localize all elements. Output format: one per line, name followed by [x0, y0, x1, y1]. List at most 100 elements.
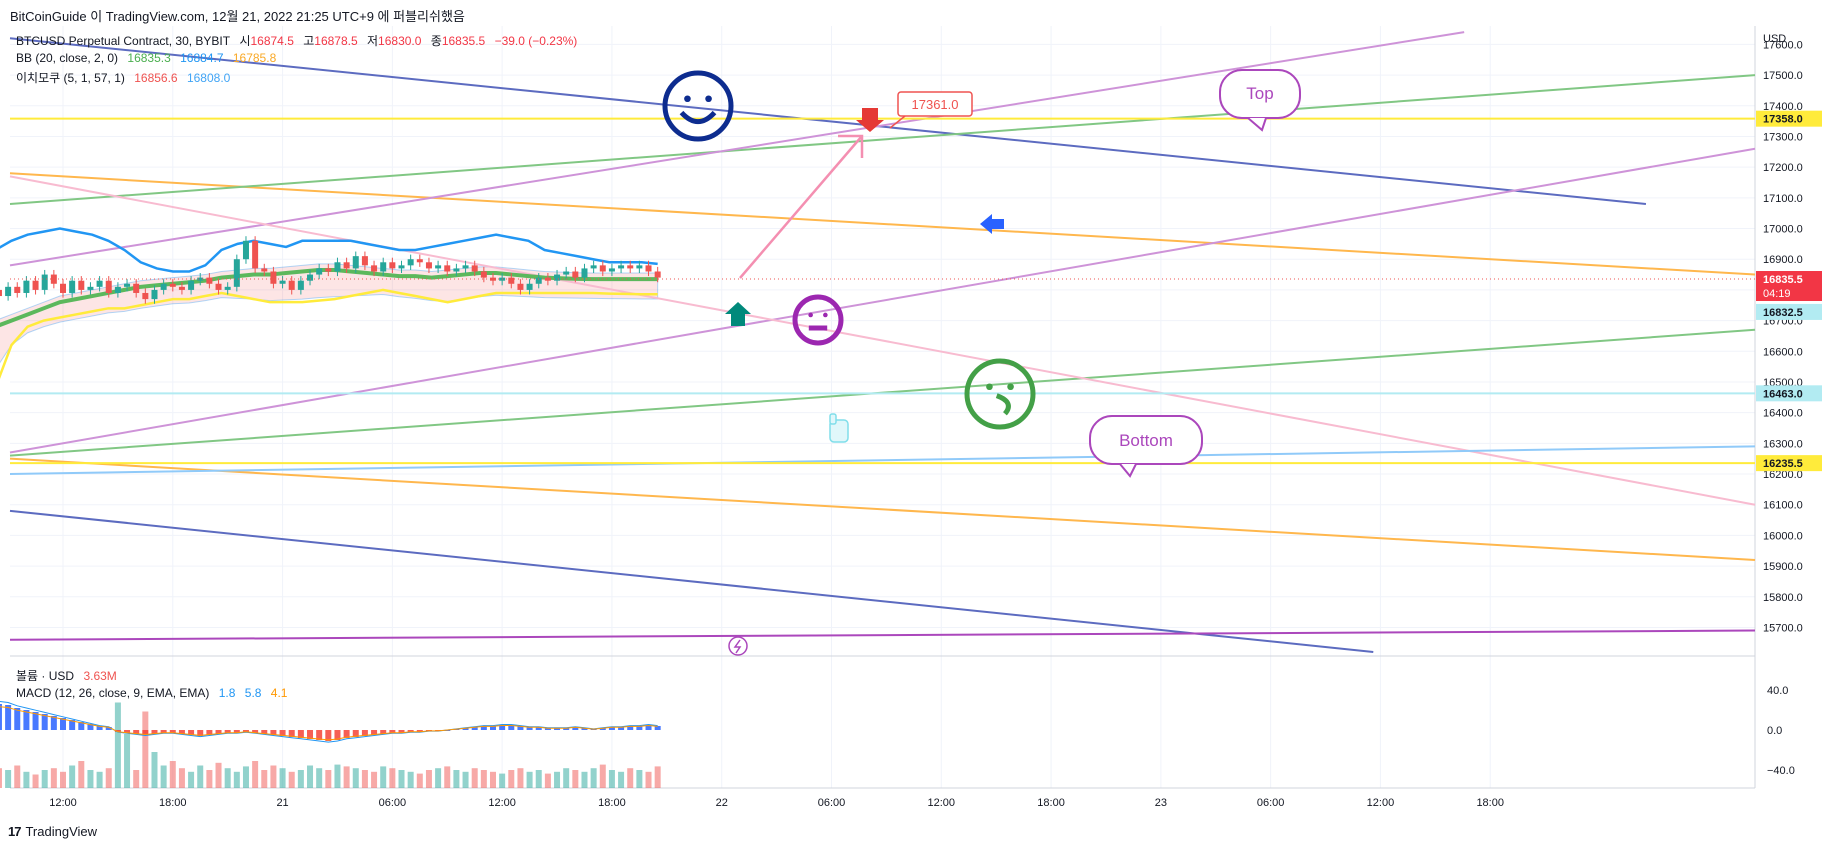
- neutral-face-icon-eye: [808, 312, 813, 318]
- candle-body: [489, 277, 496, 281]
- macd-histogram-bar: [297, 730, 304, 738]
- neutral-face-icon: [792, 294, 844, 346]
- time-tick-label: 12:00: [1367, 797, 1395, 809]
- macd-histogram-bar: [270, 730, 277, 735]
- symbol-label: BTCUSD Perpetual Contract, 30, BYBIT: [16, 34, 231, 48]
- trendline: [9, 629, 1756, 641]
- macd-histogram-bar: [618, 727, 625, 730]
- trendline: [9, 37, 1647, 205]
- volume-bar: [325, 770, 332, 788]
- volume-bar: [233, 771, 240, 788]
- volume-bar: [316, 768, 323, 788]
- macd-histogram-bar: [142, 730, 149, 735]
- macd-histogram-bar: [105, 727, 112, 730]
- macd-histogram-bar: [627, 726, 634, 730]
- macd-histogram-bar: [279, 730, 286, 736]
- candle-body: [105, 280, 112, 293]
- trendline: [9, 445, 1756, 476]
- close-value: 16835.5: [441, 34, 486, 48]
- price-tag-16235-bg: [1756, 455, 1822, 472]
- volume-bar: [307, 765, 314, 788]
- candle-body: [14, 286, 21, 293]
- macd-line: [0, 701, 658, 743]
- candle-body: [124, 283, 131, 287]
- volume-bar: [581, 771, 588, 788]
- price-tick-label: 16200.0: [1763, 469, 1803, 481]
- confused-face-icon-eye: [1007, 383, 1014, 391]
- macd-histogram-bar: [371, 730, 378, 735]
- price-tick-label: 16000.0: [1763, 530, 1803, 542]
- bottom-callout-bubble: [1089, 415, 1203, 465]
- candle-body: [224, 286, 231, 290]
- candle-body: [480, 271, 487, 278]
- macd-histogram-bar: [261, 730, 268, 734]
- candle-body: [23, 280, 30, 293]
- happy-face-icon-eye: [684, 95, 691, 103]
- price-tag-16235: 16235.5: [1763, 458, 1803, 470]
- volume-bar: [590, 768, 597, 788]
- candle-body: [96, 280, 103, 287]
- time-tick-label: 22: [716, 797, 728, 809]
- candle-body: [169, 283, 176, 287]
- candle-body: [544, 277, 551, 281]
- trendline: [9, 175, 1756, 506]
- candle-body: [371, 265, 378, 272]
- volume-bar: [499, 773, 506, 788]
- price-tick-label: 17200.0: [1763, 162, 1803, 174]
- candle-body: [142, 292, 149, 300]
- candle-body: [252, 240, 259, 269]
- macd-histogram-bar: [288, 730, 295, 737]
- macd-histogram-bar: [96, 726, 103, 730]
- volume-bar: [279, 768, 286, 788]
- time-tick-label: 18:00: [1476, 797, 1504, 809]
- macd-histogram-bar: [5, 705, 12, 730]
- bollinger-bands: [0, 227, 658, 380]
- countdown-tag: 04:19: [1763, 288, 1791, 300]
- candle-body: [343, 262, 350, 269]
- volume-bar: [151, 752, 158, 788]
- candle-body: [425, 262, 432, 269]
- price-tick-label: 17100.0: [1763, 193, 1803, 205]
- macd-histogram-bar: [489, 726, 496, 730]
- volume-bar: [380, 766, 387, 788]
- macd-histogram-bar: [599, 728, 606, 730]
- macd-tick-label: 40.0: [1767, 685, 1788, 697]
- volume-bar: [178, 768, 185, 788]
- macd-histogram-bar: [535, 727, 542, 730]
- candle-body: [398, 265, 405, 269]
- candle-body: [453, 268, 460, 272]
- trendline: [9, 172, 1756, 276]
- time-tick-label: 06:00: [1257, 797, 1285, 809]
- volume-bar: [654, 766, 661, 788]
- macd-histogram-bar: [526, 727, 533, 730]
- candle-body: [5, 286, 12, 297]
- volume-bar: [252, 761, 259, 788]
- neutral-face-icon-eye: [823, 312, 828, 318]
- candle-body: [361, 256, 368, 266]
- macd-histogram-bar: [151, 730, 158, 734]
- candle-body: [654, 271, 661, 278]
- time-tick-label: 18:00: [598, 797, 626, 809]
- candle-body: [60, 283, 66, 293]
- volume-bar: [608, 770, 615, 788]
- macd-histogram-bar: [334, 730, 341, 740]
- bottom-label: Bottom: [1119, 431, 1173, 450]
- volume-bar: [23, 771, 30, 788]
- volume-bar: [535, 770, 542, 788]
- macd-histogram-bar: [23, 710, 30, 730]
- candle-body: [444, 265, 451, 272]
- price-tag-17358-bg: [1756, 110, 1822, 127]
- macd-histogram-bar: [462, 728, 469, 730]
- macd-histogram-bar: [50, 716, 57, 730]
- tradingview-logo[interactable]: 17 TradingView: [8, 824, 98, 839]
- macd-histogram-bar: [645, 725, 652, 730]
- volume-bar: [215, 762, 222, 788]
- volume-bar: [618, 771, 625, 788]
- time-tick-label: 23: [1155, 797, 1167, 809]
- macd-histogram-bar: [407, 730, 414, 732]
- macd-histogram-bar: [60, 718, 66, 730]
- target-arrow-head: [838, 134, 864, 158]
- price-tag-16463: 16463.0: [1763, 388, 1803, 400]
- volume-bar: [572, 770, 579, 788]
